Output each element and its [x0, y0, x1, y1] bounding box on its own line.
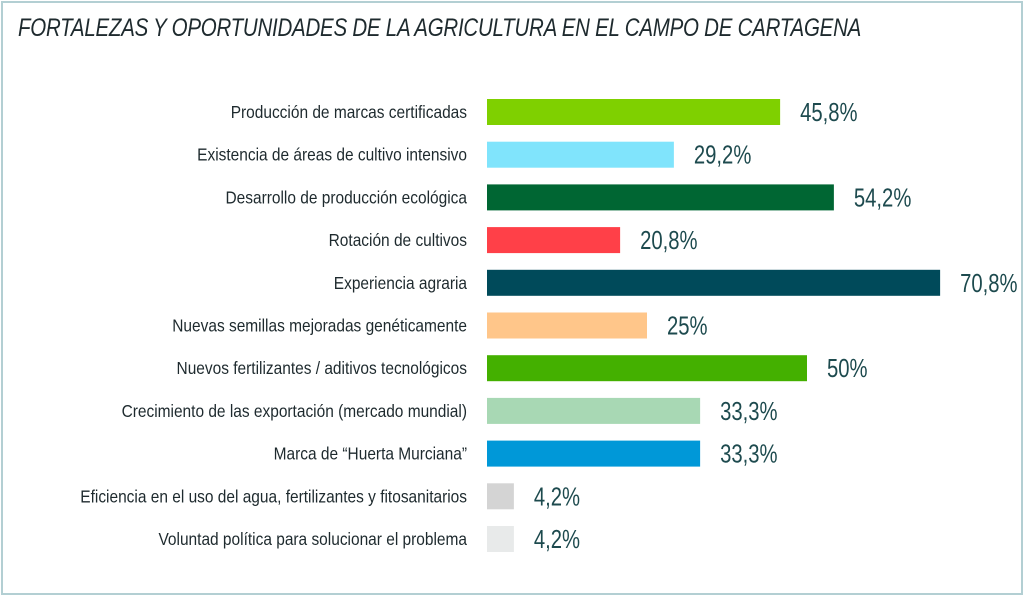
category-label: Nuevos fertilizantes / aditivos tecnológ…	[177, 358, 467, 378]
value-label: 4,2%	[534, 525, 580, 554]
value-label: 25%	[667, 311, 708, 340]
bar	[487, 312, 647, 339]
value-label: 70,8%	[960, 268, 1017, 297]
category-label: Nuevas semillas mejoradas genéticamente	[172, 315, 467, 335]
value-label: 33,3%	[720, 396, 777, 425]
category-label: Desarrollo de producción ecológica	[226, 187, 468, 207]
value-label: 20,8%	[640, 226, 697, 255]
bar	[487, 184, 834, 211]
category-label: Existencia de áreas de cultivo intensivo	[197, 145, 467, 165]
value-label: 4,2%	[534, 482, 580, 511]
bar	[487, 440, 701, 467]
bar	[487, 227, 621, 254]
category-label: Crecimiento de las exportación (mercado …	[122, 401, 467, 421]
chart-title: FORTALEZAS Y OPORTUNIDADES DE LA AGRICUL…	[18, 14, 862, 42]
category-label: Voluntad política para solucionar el pro…	[158, 529, 467, 549]
bar	[487, 526, 514, 552]
category-label: Experiencia agraria	[334, 273, 468, 293]
bar	[487, 269, 941, 296]
bar	[487, 355, 807, 382]
value-label: 54,2%	[854, 183, 911, 212]
value-label: 45,8%	[800, 98, 857, 127]
value-label: 50%	[827, 354, 868, 383]
category-label: Rotación de cultivos	[329, 230, 467, 250]
bar	[487, 397, 701, 424]
bar	[487, 99, 781, 125]
value-label: 29,2%	[694, 140, 751, 169]
bar	[487, 483, 514, 510]
category-label: Producción de marcas certificadas	[231, 102, 467, 122]
bar	[487, 141, 674, 168]
category-label: Marca de “Huerta Murciana”	[274, 444, 467, 464]
value-label: 33,3%	[720, 439, 777, 468]
category-label: Eficiencia en el uso del agua, fertiliza…	[80, 486, 467, 506]
